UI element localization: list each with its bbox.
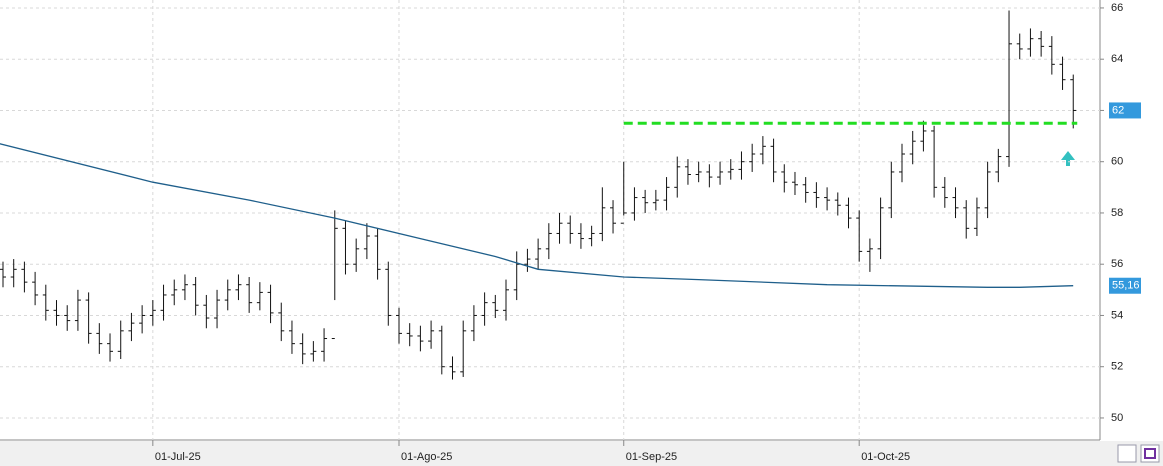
x-tick-label: 01-Oct-25 [861, 451, 910, 463]
y-tick-label: 64 [1111, 53, 1123, 65]
x-axis-band [0, 441, 1163, 466]
y-tick-label: 50 [1111, 412, 1123, 424]
save-button[interactable] [1140, 444, 1160, 463]
x-tick-label: 01-Ago-25 [401, 451, 452, 463]
price-marker [1109, 102, 1141, 119]
y-tick-label: 66 [1111, 2, 1123, 14]
y-tick-label: 52 [1111, 361, 1123, 373]
price-marker [1109, 277, 1141, 294]
y-tick-label: 56 [1111, 258, 1123, 270]
y-tick-label: 60 [1111, 156, 1123, 168]
price-marker-label: 62 [1112, 104, 1124, 116]
zoom-button[interactable] [1117, 444, 1137, 463]
price-marker-label: 55,16 [1112, 280, 1140, 292]
save-icon [1144, 448, 1156, 459]
x-tick-label: 01-Jul-25 [155, 451, 201, 463]
arrow-icon [1061, 151, 1075, 166]
y-tick-label: 54 [1111, 309, 1123, 321]
x-tick-label: 01-Sep-25 [626, 451, 677, 463]
y-tick-label: 58 [1111, 207, 1123, 219]
moving-average [0, 143, 1074, 288]
